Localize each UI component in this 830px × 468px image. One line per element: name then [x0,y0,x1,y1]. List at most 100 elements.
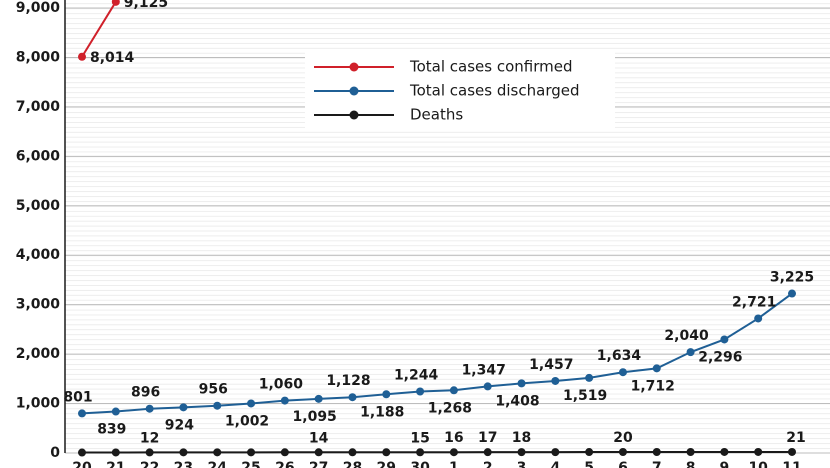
data-point [754,314,763,323]
data-point [483,448,492,457]
x-tick-label: 26 [275,460,294,468]
x-tick-label: 2 [483,460,493,468]
x-tick-label: 10 [748,460,768,468]
data-point [517,379,526,388]
x-tick-label: 30 [410,460,430,468]
data-point [652,364,661,373]
data-label: 2,296 [698,349,742,365]
x-tick-label: 8 [686,460,696,468]
data-point [720,447,729,456]
data-label: 1,408 [495,393,539,409]
y-tick-label: 4,000 [16,247,61,263]
data-label: 12 [140,430,159,446]
data-label: 1,060 [259,377,304,393]
y-tick-label: 2,000 [16,346,61,362]
data-point [618,368,627,377]
y-tick-label: 7,000 [16,99,61,115]
legend-label: Deaths [410,106,463,124]
data-point [551,376,560,385]
legend-label: Total cases discharged [409,82,580,100]
data-point [280,448,289,457]
data-point [686,348,695,357]
y-tick-label: 9,000 [16,0,61,16]
data-label: 2,040 [664,328,709,344]
data-point [585,373,594,382]
data-point [247,448,256,457]
x-tick-label: 28 [343,460,362,468]
data-point [111,407,120,416]
data-point [111,448,120,457]
data-point [788,447,796,456]
y-tick-label: 3,000 [16,297,61,313]
data-point [449,386,458,395]
data-label: 2,721 [732,294,776,310]
data-label: 1,128 [326,373,370,389]
legend-dot [349,110,359,120]
data-point [179,403,188,412]
data-point [78,52,86,61]
x-tick-label: 23 [174,460,193,468]
data-point [382,448,391,457]
data-point [247,399,256,408]
x-tick-label: 7 [652,460,662,468]
x-tick-label: 6 [618,460,628,468]
data-label: 3,225 [770,270,814,286]
series-line [81,1,117,58]
data-point [213,448,222,457]
x-tick-label: 20 [72,460,92,468]
data-label: 801 [63,389,92,405]
y-tick-label: 1,000 [16,396,61,412]
x-tick-label: 22 [140,460,159,468]
data-label: 896 [131,385,160,401]
data-point [314,394,323,403]
data-point [788,289,796,298]
series-line [81,292,793,415]
data-point [78,448,86,457]
data-point [78,409,86,418]
data-label: 1,268 [428,400,472,416]
data-point [348,393,357,402]
data-label: 924 [165,417,194,433]
data-point [585,448,594,457]
data-label: 20 [613,430,633,446]
data-point [720,335,729,344]
data-point [314,448,323,457]
data-point [416,387,425,396]
data-label: 839 [97,422,126,438]
x-tick-label: 5 [584,460,594,468]
data-label: 15 [410,430,429,446]
data-point [449,448,458,457]
data-point [348,448,357,457]
x-tick-label: 3 [517,460,527,468]
data-point [145,404,154,413]
data-label: 8,014 [90,50,135,66]
data-label: 1,002 [225,413,269,429]
data-point [652,448,661,457]
data-label: 1,519 [563,388,607,404]
data-point [551,448,560,457]
x-tick-label: 27 [309,460,328,468]
data-point [754,447,763,456]
data-label: 21 [786,430,805,446]
data-point [213,401,222,410]
data-point [280,396,289,405]
data-point [145,448,154,457]
data-point [483,382,492,391]
x-tick-label: 9 [720,460,730,468]
data-label: 14 [309,430,329,446]
legend-dot [349,62,359,72]
data-label: 956 [199,382,228,398]
data-point [111,0,120,6]
x-tick-label: 1 [449,460,459,468]
data-label: 1,188 [360,404,404,420]
data-label: 18 [512,430,531,446]
y-tick-label: 5,000 [16,198,61,214]
x-tick-label: 24 [207,460,227,468]
data-label: 17 [478,430,497,446]
data-label: 1,095 [293,409,337,425]
y-tick-label: 0 [50,445,60,461]
legend-dot [349,86,359,96]
x-tick-label: 25 [241,460,260,468]
x-tick-label: 4 [550,460,560,468]
